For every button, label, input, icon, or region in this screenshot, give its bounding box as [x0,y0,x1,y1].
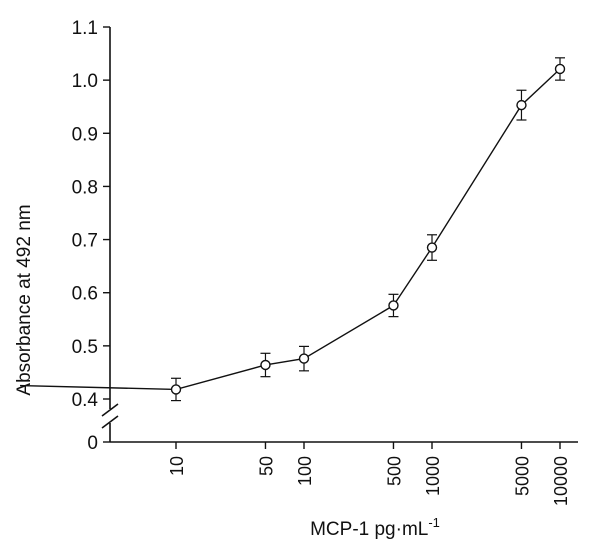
x-tick-label: 100 [295,456,315,486]
y-tick-label: 0.6 [72,284,98,305]
x-tick-label: 5000 [512,456,532,496]
x-tick-label: 10000 [551,456,571,506]
data-point [260,359,271,371]
y-tick-label: 0.7 [72,231,98,252]
y-tick-label: 0.4 [72,390,99,411]
x-tick-label: 50 [256,456,276,476]
y-tick-label: 0.9 [72,124,98,145]
axes [101,27,578,443]
x-axis-title-text: MCP-1 pg·mL [310,519,428,540]
y-axis-break-mark [101,403,119,417]
y-axis-break-mark [101,415,119,429]
data-point [298,353,310,364]
y-tick-label: 0 [87,433,98,454]
x-tick-label: 1000 [423,456,443,496]
data-point [516,99,527,111]
y-tick-label: 1.0 [72,71,98,92]
data-point [388,300,399,311]
data-point [170,384,182,395]
y-tick-label: 0.5 [72,337,98,358]
y-tick-label: 0.8 [72,177,98,198]
y-axis-title: Absorbance at 492 nm [14,204,35,395]
x-axis-title: MCP-1 pg·mL-1 [310,515,440,540]
x-tick-label: 10 [167,456,187,476]
series [19,57,566,402]
data-point [554,63,566,75]
y-tick-label: 1.1 [72,18,98,39]
series-line [19,68,561,391]
x-tick-label: 500 [384,456,404,486]
y-ticks: 0 0.4 0.5 0.6 0.7 0.8 0.9 1.0 1.1 [72,18,110,454]
x-ticks: 10 50 100 500 1000 5000 10000 [167,442,571,506]
data-point [426,242,438,253]
x-axis-title-superscript: -1 [428,515,440,530]
